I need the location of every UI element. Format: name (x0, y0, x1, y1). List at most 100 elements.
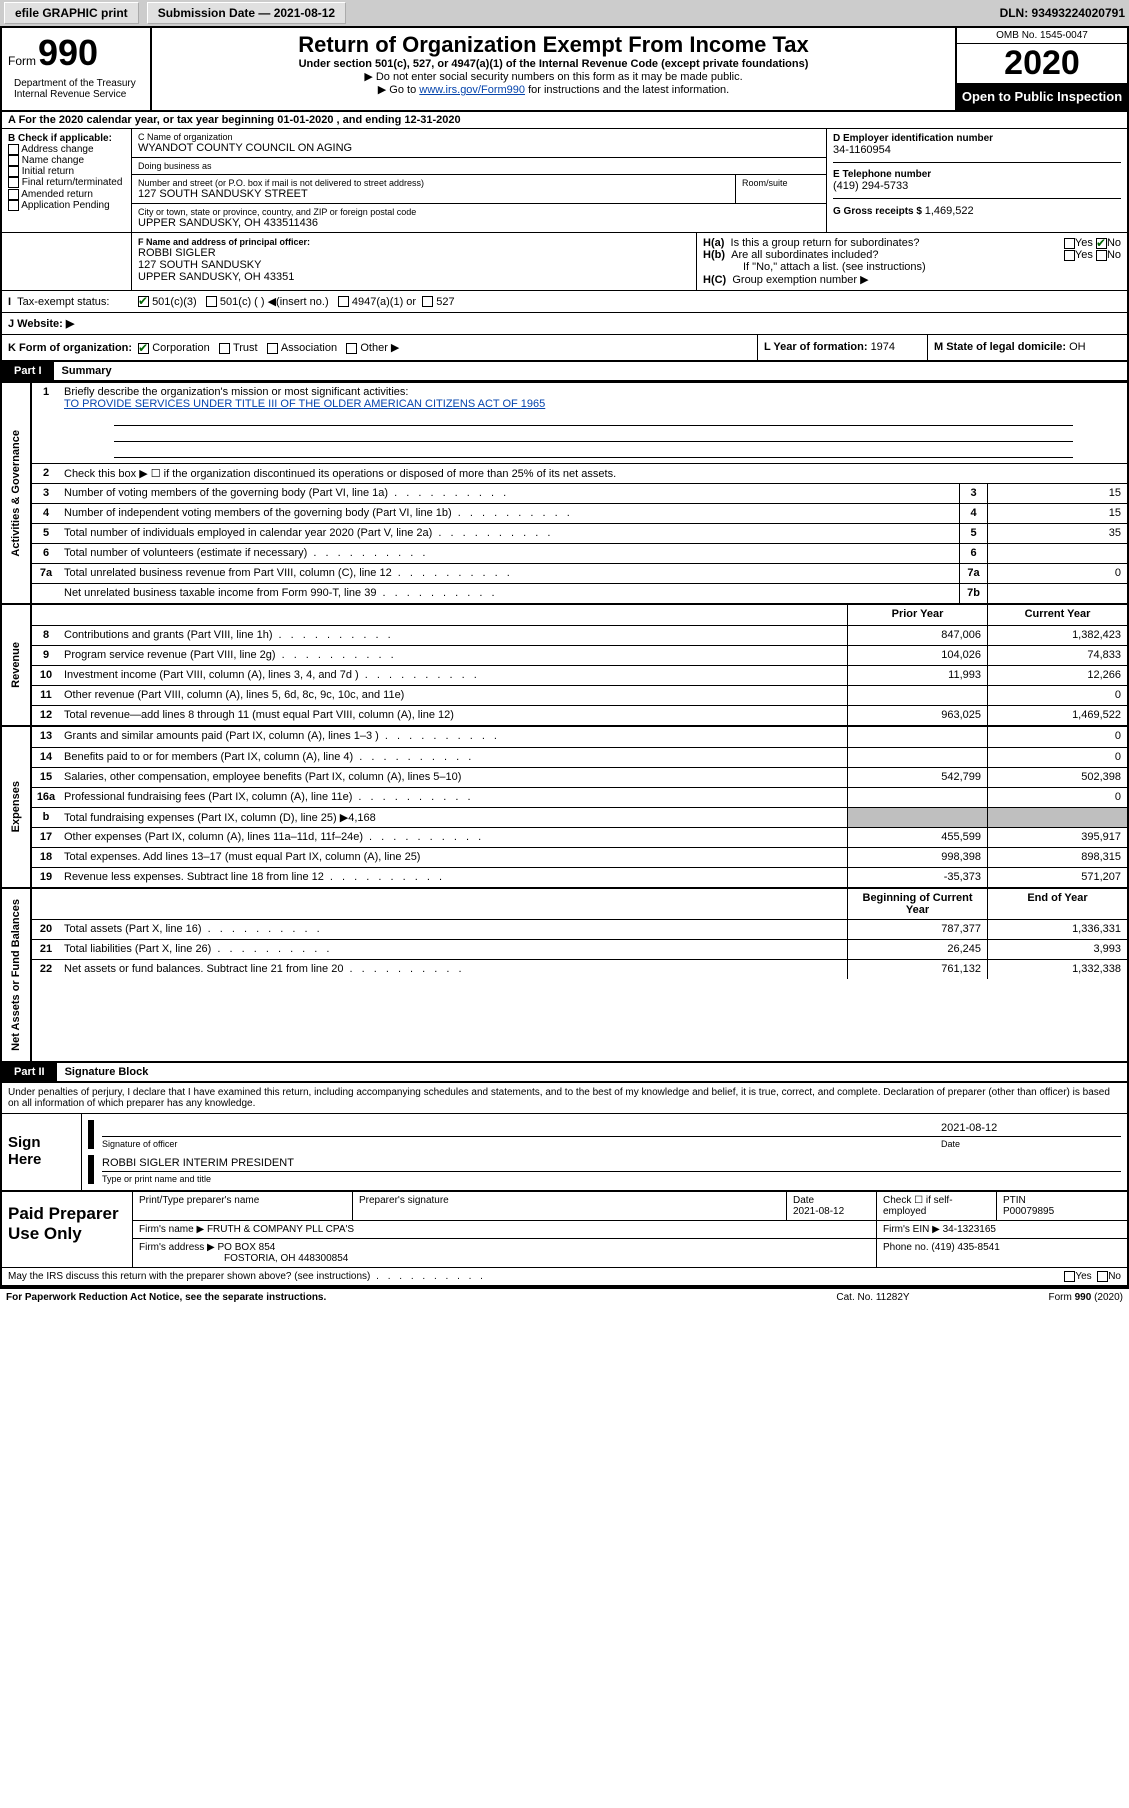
form-footer: Form 990 (2020) (973, 1292, 1123, 1303)
p19: -35,373 (847, 868, 987, 887)
open-inspection: Open to Public Inspection (957, 83, 1127, 110)
gross-receipts: 1,469,522 (925, 205, 974, 217)
c10: 12,266 (987, 666, 1127, 685)
website-row: J Website: ▶ (2, 313, 1127, 335)
domicile-state: OH (1069, 341, 1086, 353)
c12: 1,469,522 (987, 706, 1127, 725)
check-other[interactable] (346, 343, 357, 354)
p21: 26,245 (847, 940, 987, 959)
p20: 787,377 (847, 920, 987, 939)
prep-date: 2021-08-12 (793, 1206, 844, 1217)
check-corp[interactable] (138, 343, 149, 354)
v4: 15 (987, 504, 1127, 523)
section-revenue: Revenue Prior YearCurrent Year 8Contribu… (2, 603, 1127, 725)
section-net-assets: Net Assets or Fund Balances Beginning of… (2, 887, 1127, 1063)
cat-no: Cat. No. 11282Y (773, 1292, 973, 1303)
org-name: WYANDOT COUNTY COUNCIL ON AGING (138, 142, 820, 154)
p14 (847, 748, 987, 767)
p10: 11,993 (847, 666, 987, 685)
name-label: C Name of organization (138, 132, 820, 142)
p18: 998,398 (847, 848, 987, 867)
check-assoc[interactable] (267, 343, 278, 354)
paperwork-notice: For Paperwork Reduction Act Notice, see … (6, 1292, 773, 1303)
note-ssn: Do not enter social security numbers on … (158, 70, 949, 83)
p17: 455,599 (847, 828, 987, 847)
ptin: P00079895 (1003, 1206, 1054, 1217)
firm-addr2: FOSTORIA, OH 448300854 (139, 1253, 348, 1264)
p8: 847,006 (847, 626, 987, 645)
officer-group-block: F Name and address of principal officer:… (2, 233, 1127, 290)
section-expenses: Expenses 13Grants and similar amounts pa… (2, 725, 1127, 887)
c13: 0 (987, 727, 1127, 747)
c11: 0 (987, 686, 1127, 705)
form-subtitle: Under section 501(c), 527, or 4947(a)(1)… (158, 58, 949, 70)
p15: 542,799 (847, 768, 987, 787)
v3: 15 (987, 484, 1127, 503)
efile-print-button[interactable]: efile GRAPHIC print (4, 2, 139, 24)
officer-addr2: UPPER SANDUSKY, OH 43351 (138, 271, 690, 283)
form-header: Form 990 Department of the Treasury Inte… (2, 28, 1127, 112)
v5: 35 (987, 524, 1127, 543)
b-checkboxes: B Check if applicable: Address change Na… (2, 129, 132, 232)
submission-date-button[interactable]: Submission Date — 2021-08-12 (147, 2, 346, 24)
form-number: 990 (38, 32, 98, 74)
v7b (987, 584, 1127, 603)
p12: 963,025 (847, 706, 987, 725)
form-document: Form 990 Department of the Treasury Inte… (0, 28, 1129, 1287)
c20: 1,336,331 (987, 920, 1127, 939)
ein-value: 34-1160954 (833, 144, 1121, 156)
c21: 3,993 (987, 940, 1127, 959)
p13 (847, 727, 987, 747)
mission-link[interactable]: TO PROVIDE SERVICES UNDER TITLE III OF T… (64, 398, 545, 410)
check-501c3[interactable] (138, 296, 149, 307)
firm-phone: (419) 435-8541 (931, 1242, 999, 1253)
firm-name: FRUTH & COMPANY PLL CPA'S (207, 1224, 354, 1235)
dba-label: Doing business as (138, 161, 820, 171)
check-4947[interactable] (338, 296, 349, 307)
check-trust[interactable] (219, 343, 230, 354)
k-l-m-row: K Form of organization: Corporation Trus… (2, 335, 1127, 362)
dln-text: DLN: 93493224020791 (1000, 6, 1125, 20)
section-governance: Activities & Governance 1 Briefly descri… (2, 381, 1127, 603)
check-527[interactable] (422, 296, 433, 307)
p16a (847, 788, 987, 807)
ein-label: D Employer identification number (833, 133, 1121, 144)
c9: 74,833 (987, 646, 1127, 665)
part1-title: Summary (54, 362, 120, 380)
firm-addr1: PO BOX 854 (218, 1242, 276, 1253)
firm-ein: 34-1323165 (943, 1224, 996, 1235)
part1-bar: Part I (2, 362, 54, 380)
form-title: Return of Organization Exempt From Incom… (158, 32, 949, 58)
p22: 761,132 (847, 960, 987, 979)
c14: 0 (987, 748, 1127, 767)
perjury-text: Under penalties of perjury, I declare th… (2, 1082, 1127, 1113)
entity-block: B Check if applicable: Address change Na… (2, 129, 1127, 233)
note-goto: Go to www.irs.gov/Form990 for instructio… (158, 83, 949, 96)
form-word: Form (8, 54, 36, 68)
officer-name: ROBBI SIGLER (138, 247, 690, 259)
v7a: 0 (987, 564, 1127, 583)
top-bar: efile GRAPHIC print Submission Date — 20… (0, 0, 1129, 28)
p11 (847, 686, 987, 705)
discuss-row: May the IRS discuss this return with the… (2, 1267, 1127, 1285)
c15: 502,398 (987, 768, 1127, 787)
c18: 898,315 (987, 848, 1127, 867)
street: 127 SOUTH SANDUSKY STREET (138, 188, 729, 200)
period-row: A For the 2020 calendar year, or tax yea… (2, 112, 1127, 129)
c22: 1,332,338 (987, 960, 1127, 979)
tax-year: 2020 (957, 44, 1127, 83)
city-state-zip: UPPER SANDUSKY, OH 433511436 (138, 217, 820, 229)
phone-value: (419) 294-5733 (833, 180, 1121, 192)
check-501c[interactable] (206, 296, 217, 307)
part2-title: Signature Block (57, 1063, 157, 1081)
c8: 1,382,423 (987, 626, 1127, 645)
part2-bar: Part II (2, 1063, 57, 1081)
sign-here-label: Sign Here (2, 1114, 82, 1190)
c19: 571,207 (987, 868, 1127, 887)
officer-addr1: 127 SOUTH SANDUSKY (138, 259, 690, 271)
sig-date: 2021-08-12 (941, 1122, 1121, 1134)
paid-preparer: Paid Preparer Use Only Print/Type prepar… (2, 1191, 1127, 1267)
c17: 395,917 (987, 828, 1127, 847)
year-formation: 1974 (871, 341, 895, 353)
irs-link[interactable]: www.irs.gov/Form990 (419, 84, 525, 96)
